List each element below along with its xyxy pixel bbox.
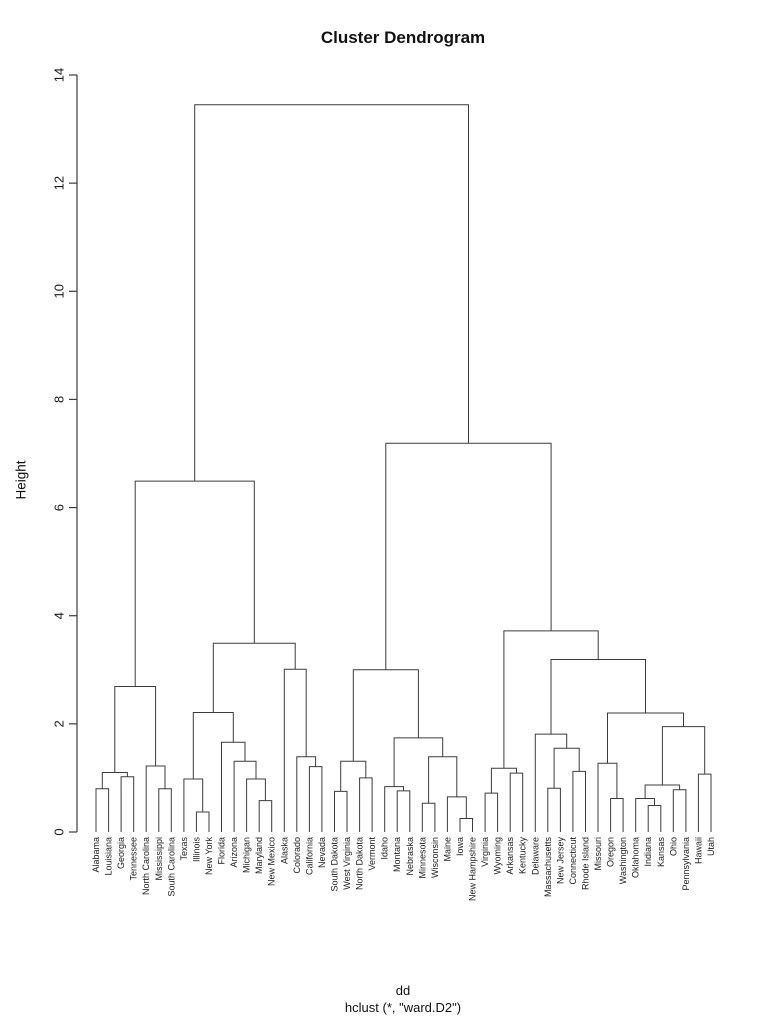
dendrogram-branches bbox=[95, 104, 712, 832]
leaf-label: Tennessee bbox=[129, 837, 139, 881]
y-tick-label: 2 bbox=[52, 720, 67, 727]
leaf-label: Wyoming bbox=[493, 837, 503, 874]
leaf-label: Arkansas bbox=[505, 837, 515, 875]
leaf-label: Oklahoma bbox=[631, 837, 641, 878]
leaf-label: South Dakota bbox=[329, 837, 339, 892]
leaf-label: Rhode Island bbox=[580, 837, 590, 890]
leaf-label: Oregon bbox=[606, 837, 616, 867]
leaf-label: Arizona bbox=[229, 837, 239, 868]
x-axis-caption-method: hclust (*, "ward.D2") bbox=[344, 1000, 462, 1015]
leaf-label: Virginia bbox=[480, 837, 490, 867]
leaf-label: Ohio bbox=[668, 837, 678, 856]
leaf-label: Idaho bbox=[380, 837, 390, 860]
leaf-label: New Hampshire bbox=[468, 837, 478, 901]
leaf-label: Pennsylvania bbox=[681, 837, 691, 891]
y-tick-label: 14 bbox=[52, 68, 67, 82]
y-tick-label: 12 bbox=[52, 176, 67, 190]
leaf-label: New Jersey bbox=[555, 837, 565, 885]
leaf-label: West Virginia bbox=[342, 837, 352, 890]
leaf-label: Minnesota bbox=[417, 837, 427, 879]
leaf-label: Nebraska bbox=[405, 837, 415, 876]
leaf-label: Washington bbox=[618, 837, 628, 884]
leaf-label: Missouri bbox=[593, 837, 603, 871]
leaf-label: Louisiana bbox=[104, 837, 114, 876]
leaf-label: Colorado bbox=[292, 837, 302, 874]
leaf-label: Vermont bbox=[367, 837, 377, 871]
leaf-label: Maryland bbox=[254, 837, 264, 874]
y-tick-label: 6 bbox=[52, 504, 67, 511]
leaf-label: Hawaii bbox=[693, 837, 703, 864]
leaf-label: Texas bbox=[179, 837, 189, 861]
leaf-label: Kentucky bbox=[518, 837, 528, 875]
leaf-label: Illinois bbox=[191, 837, 201, 863]
leaf-label: Florida bbox=[217, 837, 227, 865]
leaf-label: North Carolina bbox=[141, 837, 151, 895]
x-axis-caption-data: dd bbox=[395, 983, 411, 998]
leaf-label: North Dakota bbox=[355, 837, 365, 890]
leaf-label: Delaware bbox=[530, 837, 540, 875]
y-tick-label: 8 bbox=[52, 396, 67, 403]
leaf-label: Mississippi bbox=[154, 837, 164, 881]
leaf-label: New York bbox=[204, 837, 214, 876]
leaf-label: Alabama bbox=[91, 837, 101, 873]
leaf-label: Nevada bbox=[317, 837, 327, 868]
leaf-label: Kansas bbox=[656, 837, 666, 868]
leaf-label: Wisconsin bbox=[430, 837, 440, 878]
leaf-label: Georgia bbox=[116, 837, 126, 869]
leaf-label: Alaska bbox=[279, 837, 289, 864]
leaf-label: Michigan bbox=[242, 837, 252, 873]
chart-title: Cluster Dendrogram bbox=[320, 28, 486, 47]
y-tick-label: 0 bbox=[52, 828, 67, 835]
leaf-label: New Mexico bbox=[267, 837, 277, 886]
leaf-label: Connecticut bbox=[568, 837, 578, 885]
leaf-label: Iowa bbox=[455, 837, 465, 856]
leaf-label: South Carolina bbox=[166, 837, 176, 897]
y-tick-label: 10 bbox=[52, 284, 67, 298]
leaf-label: Montana bbox=[392, 837, 402, 872]
y-tick-label: 4 bbox=[52, 612, 67, 619]
leaf-label: California bbox=[304, 837, 314, 875]
leaf-label: Maine bbox=[442, 837, 452, 862]
leaf-label: Massachusetts bbox=[543, 837, 553, 898]
leaf-label: Utah bbox=[706, 837, 716, 856]
leaf-label: Indiana bbox=[643, 837, 653, 867]
